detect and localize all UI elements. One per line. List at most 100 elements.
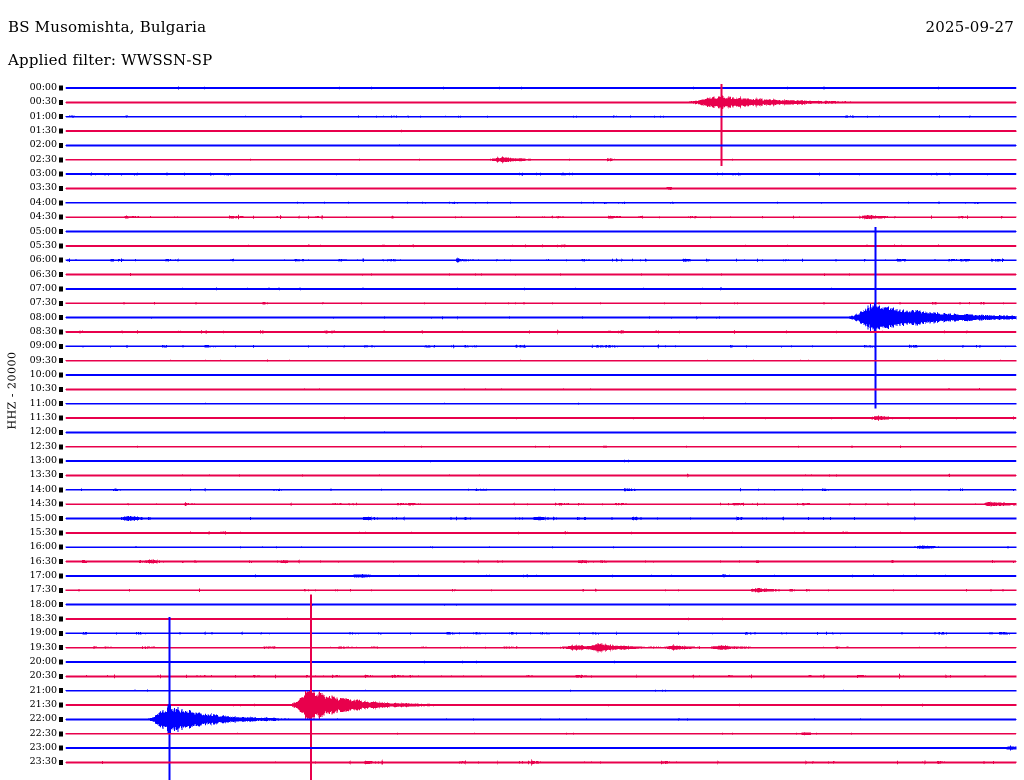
axis-tick bbox=[59, 616, 63, 622]
time-tick-label: 07:00 bbox=[29, 282, 57, 294]
trace-baseline bbox=[66, 316, 1016, 319]
time-tick-label: 20:30 bbox=[29, 670, 57, 682]
trace-baseline bbox=[66, 460, 1016, 462]
axis-tick bbox=[59, 458, 63, 464]
trace-baseline bbox=[66, 689, 1016, 692]
axis-tick bbox=[59, 185, 63, 191]
axis-tick bbox=[59, 415, 63, 421]
recording-date: 2025-09-27 bbox=[925, 18, 1014, 36]
trace-baseline bbox=[66, 359, 1016, 362]
trace-baseline bbox=[66, 101, 1016, 104]
time-tick-label: 13:30 bbox=[29, 469, 57, 481]
axis-tick bbox=[59, 157, 63, 163]
trace-baseline bbox=[66, 646, 1016, 649]
axis-tick bbox=[59, 602, 63, 608]
axis-tick bbox=[59, 673, 63, 679]
trace-baseline bbox=[66, 187, 1016, 190]
trace-baseline bbox=[66, 488, 1016, 491]
trace-baseline bbox=[66, 144, 1016, 147]
time-tick-label: 04:30 bbox=[29, 211, 57, 223]
trace-baseline bbox=[66, 747, 1016, 749]
trace-baseline bbox=[66, 618, 1016, 620]
time-tick-label: 03:00 bbox=[29, 168, 57, 180]
axis-tick bbox=[59, 501, 63, 507]
axis-tick bbox=[59, 257, 63, 263]
axis-tick bbox=[59, 85, 63, 91]
trace-baseline bbox=[66, 632, 1016, 635]
event-spike bbox=[874, 226, 877, 409]
axis-tick bbox=[59, 530, 63, 536]
trace-baseline bbox=[66, 331, 1016, 333]
time-tick-label: 05:00 bbox=[29, 225, 57, 237]
axis-tick bbox=[59, 372, 63, 378]
axis-tick bbox=[59, 386, 63, 392]
axis-tick bbox=[59, 688, 63, 694]
axis-tick bbox=[59, 587, 63, 593]
trace-baseline bbox=[66, 173, 1016, 175]
axis-tick bbox=[59, 429, 63, 435]
axis-tick bbox=[59, 702, 63, 708]
time-tick-label: 22:00 bbox=[29, 713, 57, 725]
time-tick-label: 08:00 bbox=[29, 311, 57, 323]
trace-baseline bbox=[66, 87, 1016, 89]
trace-baseline bbox=[66, 374, 1016, 376]
axis-tick bbox=[59, 487, 63, 493]
time-tick-label: 20:00 bbox=[29, 656, 57, 667]
trace-baseline bbox=[66, 531, 1016, 534]
trace-baseline bbox=[66, 503, 1016, 506]
time-tick-label: 14:00 bbox=[29, 483, 57, 495]
trace-baseline bbox=[66, 732, 1016, 735]
trace-baseline bbox=[66, 718, 1016, 721]
axis-tick bbox=[59, 358, 63, 364]
time-tick-label: 01:00 bbox=[29, 110, 57, 122]
time-tick-label: 17:00 bbox=[29, 569, 57, 581]
time-tick-label: 06:30 bbox=[29, 268, 57, 280]
event-spike bbox=[310, 594, 313, 780]
axis-tick bbox=[59, 516, 63, 521]
time-tick-label: 21:30 bbox=[29, 699, 57, 711]
axis-tick bbox=[59, 401, 63, 407]
applied-filter-label: Applied filter: WWSSN-SP bbox=[8, 51, 213, 69]
time-tick-label: 18:30 bbox=[29, 612, 57, 624]
trace-baseline bbox=[66, 603, 1016, 606]
trace-baseline bbox=[66, 259, 1016, 262]
trace-baseline bbox=[66, 244, 1016, 247]
axis-tick bbox=[59, 731, 63, 737]
axis-tick bbox=[59, 286, 63, 292]
axis-tick bbox=[59, 300, 63, 306]
time-axis-labels: 00:00 00:30 01:00 01:30 02:00 02:30 03:00 03:30… bbox=[0, 0, 57, 780]
time-tick-label: 23:30 bbox=[29, 756, 57, 768]
time-tick-label: 11:00 bbox=[29, 397, 57, 409]
trace-baseline bbox=[66, 288, 1016, 290]
axis-tick bbox=[59, 745, 63, 751]
time-tick-label: 09:00 bbox=[29, 340, 57, 352]
time-tick-label: 07:30 bbox=[29, 297, 57, 309]
trace-baseline bbox=[66, 115, 1016, 118]
axis-tick bbox=[59, 343, 63, 349]
time-tick-label: 13:00 bbox=[29, 455, 57, 467]
trace-baseline bbox=[66, 675, 1016, 678]
time-tick-label: 15:30 bbox=[29, 526, 57, 538]
axis-tick bbox=[59, 573, 63, 579]
axis-tick bbox=[59, 544, 63, 550]
axis-tick bbox=[59, 142, 63, 148]
axis-tick bbox=[59, 444, 63, 450]
time-tick-label: 02:30 bbox=[29, 153, 57, 165]
trace-baseline bbox=[66, 302, 1016, 305]
trace-baseline bbox=[66, 130, 1016, 132]
axis-tick bbox=[59, 716, 63, 722]
event-spike bbox=[720, 84, 723, 167]
axis-tick bbox=[59, 315, 63, 321]
axis-tick bbox=[59, 114, 63, 120]
station-title: BS Musomishta, Bulgaria bbox=[8, 18, 207, 36]
trace-baseline bbox=[66, 273, 1016, 276]
trace-baseline bbox=[66, 230, 1016, 233]
time-tick-label: 03:30 bbox=[29, 182, 57, 194]
trace-baseline bbox=[66, 589, 1016, 592]
axis-tick bbox=[59, 645, 63, 651]
time-tick-label: 22:30 bbox=[29, 727, 57, 739]
axis-tick bbox=[59, 171, 63, 177]
axis-tick bbox=[59, 659, 63, 665]
